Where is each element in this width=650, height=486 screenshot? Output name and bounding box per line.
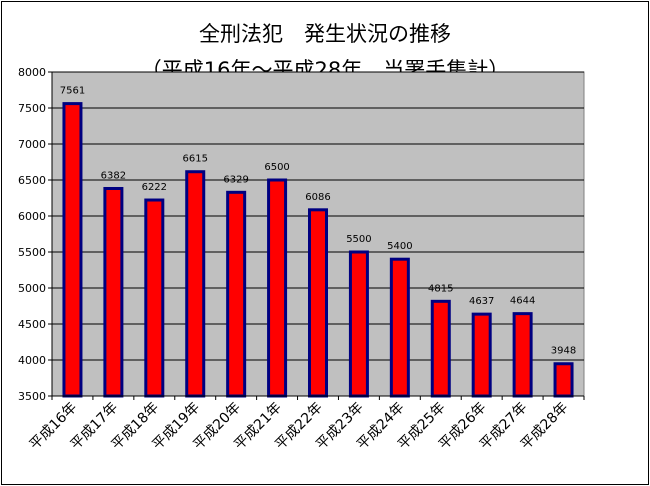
bar [144,198,165,398]
y-tick-label: 6000 [18,210,46,223]
bar [389,257,410,398]
data-labels: 7561 6382 6222 6615 6329 6500 6086 5500 5400 4815… [60,86,577,357]
data-label: 4637 [469,296,494,307]
x-axis: 平成16年平成17年平成18年平成19年平成20年平成21年平成22年平成23年… [27,395,585,453]
chart-title: 全刑法犯 発生状況の推移 [199,22,451,46]
data-label: 7561 [60,86,85,97]
y-tick-label: 4000 [18,354,46,367]
data-label: 6382 [101,170,126,181]
y-tick-label: 4500 [18,318,46,331]
y-tick-label: 8000 [18,66,46,79]
y-tick-label: 7000 [18,138,46,151]
data-label: 6615 [183,154,208,165]
data-label: 6222 [142,182,167,193]
data-label: 6329 [223,174,248,185]
bar [62,102,83,398]
y-tick-label: 7500 [18,102,46,115]
data-label: 4815 [428,283,453,294]
data-label: 4644 [510,296,535,307]
data-label: 3948 [551,346,576,357]
bar [430,299,451,398]
y-tick-label: 3500 [18,390,46,403]
bars [62,102,574,398]
bar [348,250,369,398]
bar [267,178,288,398]
data-label: 6500 [264,162,289,173]
bar [185,170,206,398]
bar [471,312,492,398]
bar [103,186,124,398]
bar [512,312,533,398]
data-label: 5500 [346,234,371,245]
data-label: 6086 [305,192,330,203]
bar [553,362,574,398]
y-tick-label: 6500 [18,174,46,187]
bar [226,190,247,398]
y-tick-label: 5000 [18,282,46,295]
data-label: 5400 [387,241,412,252]
y-tick-label: 5500 [18,246,46,259]
y-axis: 3500 4000 4500 5000 5500 6000 6500 7000 7500 8000 [18,66,53,403]
bar [308,208,328,398]
